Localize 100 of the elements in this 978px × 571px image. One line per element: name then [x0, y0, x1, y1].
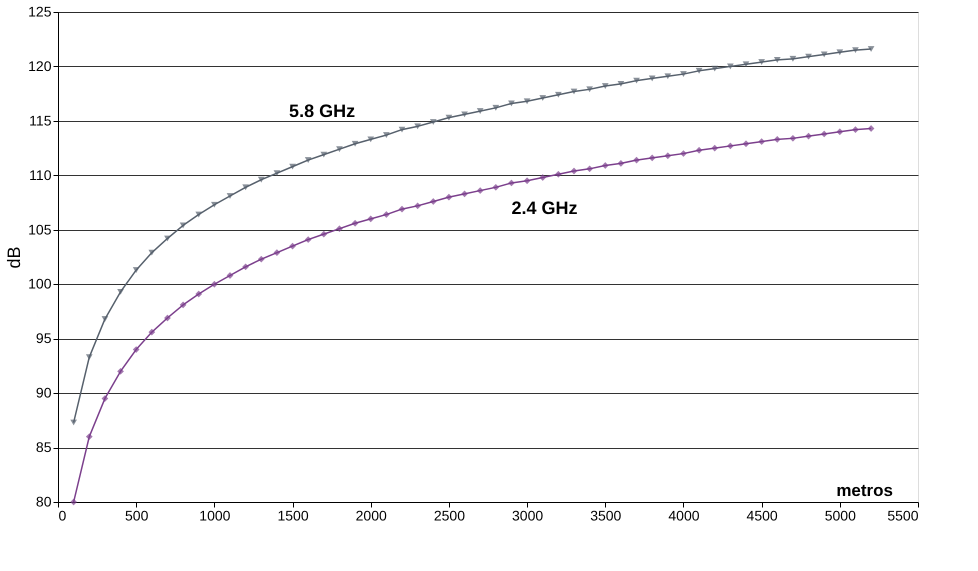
- point: [680, 71, 687, 77]
- point: [398, 206, 406, 212]
- x-tick-label: 2500: [434, 508, 466, 524]
- point: [70, 420, 77, 426]
- x-tick-label: 500: [125, 508, 149, 524]
- point: [226, 193, 234, 199]
- point: [304, 236, 312, 243]
- x-tick-label: 0: [58, 508, 66, 524]
- point: [211, 202, 218, 208]
- point: [414, 123, 421, 130]
- point: [680, 150, 687, 157]
- point: [70, 498, 77, 506]
- point: [367, 136, 374, 142]
- point: [476, 108, 484, 114]
- point: [758, 138, 765, 145]
- point: [242, 263, 249, 270]
- point: [320, 152, 328, 158]
- point: [102, 316, 108, 322]
- point: [836, 128, 844, 136]
- point: [711, 144, 718, 152]
- point: [383, 132, 390, 138]
- point: [774, 136, 781, 143]
- point: [414, 202, 421, 210]
- series-label: 5.8 GHz: [289, 100, 356, 121]
- point: [132, 346, 140, 353]
- x-tick-label: 3500: [590, 508, 622, 524]
- y-tick-label: 80: [36, 494, 52, 510]
- y-tick-label: 125: [28, 4, 52, 20]
- point: [727, 142, 734, 150]
- point: [555, 170, 562, 178]
- point: [633, 78, 640, 84]
- point: [648, 76, 656, 82]
- y-tick-label: 105: [28, 221, 52, 238]
- point: [274, 170, 280, 176]
- point: [602, 162, 609, 169]
- point: [742, 61, 750, 68]
- point: [790, 56, 796, 62]
- point: [727, 64, 734, 70]
- point: [336, 146, 343, 152]
- point: [398, 126, 406, 133]
- point: [102, 395, 108, 402]
- y-tick-label: 115: [29, 112, 52, 128]
- point: [868, 125, 874, 132]
- x-tick-label: 5000: [824, 508, 856, 524]
- point: [195, 290, 202, 298]
- point: [148, 328, 156, 336]
- y-tick-label: 85: [36, 439, 52, 456]
- point: [164, 236, 171, 242]
- point: [211, 280, 218, 288]
- point: [461, 190, 468, 198]
- point: [805, 54, 812, 60]
- point: [289, 164, 296, 170]
- point: [258, 256, 265, 263]
- point: [430, 198, 437, 205]
- point: [258, 176, 265, 183]
- x-tick-label: 4000: [668, 508, 700, 524]
- point: [618, 160, 624, 167]
- point: [555, 92, 562, 98]
- point: [117, 288, 124, 295]
- point: [852, 126, 859, 133]
- point: [446, 114, 452, 121]
- point: [852, 47, 859, 54]
- point: [664, 73, 672, 80]
- point: [430, 119, 437, 125]
- x-tick-label: 4500: [746, 508, 778, 524]
- point: [524, 98, 530, 104]
- point: [524, 177, 530, 184]
- point: [868, 46, 874, 52]
- point: [508, 180, 515, 186]
- point: [289, 242, 296, 250]
- point: [539, 95, 546, 101]
- point: [664, 152, 672, 160]
- y-tick-label: 120: [28, 58, 52, 74]
- point: [180, 302, 186, 308]
- point: [758, 59, 765, 65]
- point: [446, 194, 452, 200]
- point: [586, 165, 593, 172]
- point: [476, 187, 484, 194]
- point: [790, 134, 796, 142]
- point: [570, 168, 578, 174]
- point: [180, 222, 186, 228]
- point: [570, 88, 578, 94]
- point: [602, 83, 609, 89]
- point: [320, 230, 328, 238]
- y-axis-title: dB: [4, 246, 24, 269]
- point: [696, 68, 702, 74]
- point: [492, 104, 500, 111]
- point: [242, 184, 249, 190]
- point: [805, 132, 812, 140]
- point: [117, 368, 124, 375]
- x-tick-label: 3000: [512, 508, 544, 524]
- point: [648, 154, 656, 162]
- point: [86, 433, 93, 440]
- point: [304, 157, 312, 163]
- point: [492, 184, 500, 191]
- point: [367, 216, 374, 222]
- x-tick-label: 2000: [356, 508, 388, 524]
- x-tick-label: 1000: [199, 508, 231, 524]
- point: [461, 111, 468, 118]
- point: [226, 272, 234, 279]
